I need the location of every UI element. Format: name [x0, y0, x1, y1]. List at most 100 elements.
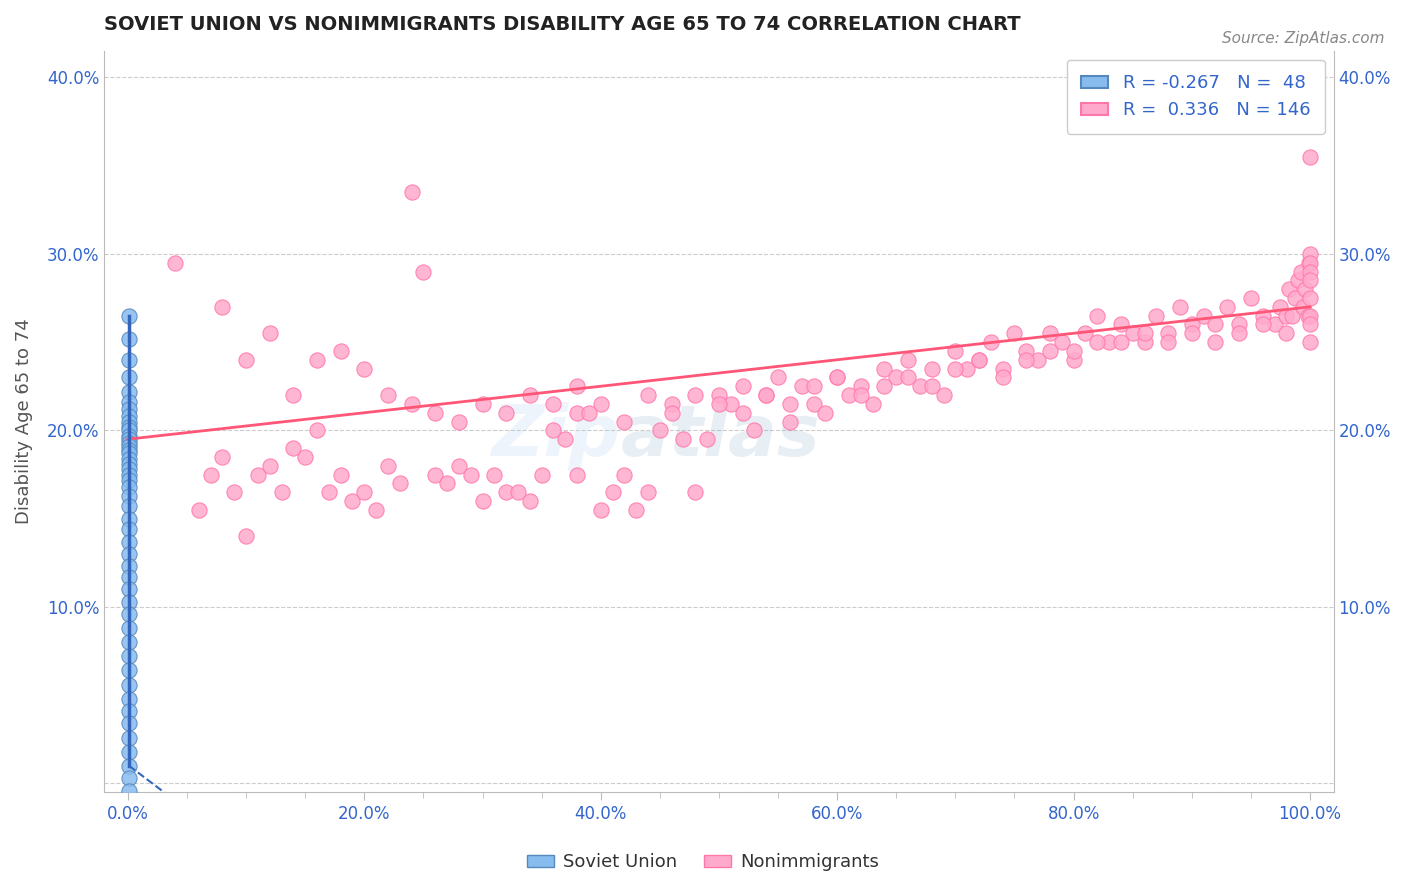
Point [1263, 318, 1285, 332]
Point [1063, 343, 1085, 358]
Point [235, 352, 257, 367]
Point [1168, 300, 1191, 314]
Point [956, 361, 979, 376]
Point [118, 759, 141, 773]
Point [118, 439, 141, 453]
Point [118, 420, 141, 434]
Point [118, 473, 141, 487]
Point [1133, 335, 1156, 350]
Point [118, 352, 141, 367]
Point [118, 442, 141, 457]
Point [803, 379, 825, 393]
Point [259, 458, 281, 473]
Point [118, 402, 141, 417]
Point [685, 485, 707, 500]
Point [873, 379, 896, 393]
Point [211, 450, 233, 464]
Point [471, 494, 494, 508]
Point [1039, 326, 1062, 341]
Point [921, 361, 943, 376]
Point [637, 485, 659, 500]
Point [589, 503, 612, 517]
Point [495, 485, 517, 500]
Point [624, 503, 647, 517]
Point [1050, 335, 1073, 350]
Point [1026, 352, 1049, 367]
Text: Zip: Zip [492, 402, 620, 471]
Point [118, 370, 141, 384]
Point [118, 691, 141, 706]
Point [1286, 273, 1309, 287]
Point [353, 485, 375, 500]
Point [744, 423, 766, 437]
Point [908, 379, 931, 393]
Point [118, 635, 141, 649]
Point [388, 476, 411, 491]
Point [897, 370, 920, 384]
Point [1133, 326, 1156, 341]
Point [118, 797, 141, 812]
Point [118, 423, 141, 437]
Point [1294, 282, 1316, 296]
Point [118, 489, 141, 503]
Point [1098, 335, 1121, 350]
Point [342, 494, 364, 508]
Point [1251, 318, 1274, 332]
Point [1227, 326, 1250, 341]
Point [1299, 273, 1322, 287]
Legend: Soviet Union, Nonimmigrants: Soviet Union, Nonimmigrants [520, 847, 886, 879]
Point [578, 406, 600, 420]
Point [637, 388, 659, 402]
Point [118, 332, 141, 346]
Point [1015, 352, 1038, 367]
Point [1109, 318, 1132, 332]
Point [967, 352, 990, 367]
Point [613, 467, 636, 482]
Point [884, 370, 907, 384]
Point [696, 432, 718, 446]
Point [790, 379, 813, 393]
Point [283, 441, 305, 455]
Point [118, 731, 141, 745]
Point [425, 406, 447, 420]
Point [1204, 335, 1226, 350]
Point [118, 451, 141, 466]
Point [1181, 326, 1204, 341]
Point [967, 352, 990, 367]
Point [118, 462, 141, 476]
Point [1292, 300, 1315, 314]
Point [118, 409, 141, 424]
Point [897, 352, 920, 367]
Point [543, 397, 565, 411]
Point [305, 423, 328, 437]
Point [814, 406, 837, 420]
Point [1275, 309, 1298, 323]
Point [353, 361, 375, 376]
Point [436, 476, 458, 491]
Point [1109, 335, 1132, 350]
Point [731, 379, 754, 393]
Point [118, 432, 141, 446]
Point [530, 467, 553, 482]
Point [943, 361, 966, 376]
Point [118, 457, 141, 471]
Point [447, 415, 470, 429]
Point [862, 397, 884, 411]
Point [1240, 291, 1263, 305]
Point [991, 370, 1014, 384]
Point [1270, 300, 1292, 314]
Point [543, 423, 565, 437]
Point [366, 503, 388, 517]
Point [118, 435, 141, 450]
Point [554, 432, 576, 446]
Point [1299, 255, 1322, 269]
Point [1004, 326, 1026, 341]
Point [849, 388, 872, 402]
Point [648, 423, 671, 437]
Point [720, 397, 742, 411]
Point [565, 379, 588, 393]
Point [685, 388, 707, 402]
Point [1204, 318, 1226, 332]
Point [118, 522, 141, 536]
Point [1275, 326, 1298, 341]
